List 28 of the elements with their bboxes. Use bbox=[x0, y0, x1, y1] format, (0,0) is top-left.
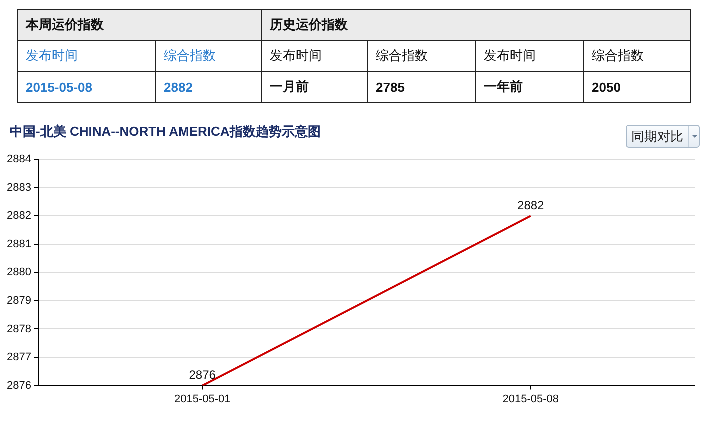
text: 发布时间 bbox=[18, 40, 156, 72]
chart-title: 中国-北美 CHINA--NORTH AMERICA指数趋势示意图 bbox=[10, 123, 321, 141]
text: 发布时间 bbox=[476, 40, 584, 72]
y-tick-label: 2880 bbox=[6, 266, 32, 279]
y-tick-label: 2884 bbox=[6, 154, 32, 166]
text: 综合指数 bbox=[584, 40, 690, 72]
x-tick-label: 2015-05-01 bbox=[174, 393, 231, 406]
text: 一月前 bbox=[262, 72, 368, 102]
y-tick-label: 2883 bbox=[6, 182, 32, 194]
text: 综合指数 bbox=[156, 40, 262, 72]
y-tick-label: 2879 bbox=[6, 295, 32, 308]
text: 一年前 bbox=[476, 72, 584, 102]
text: 本周运价指数 bbox=[18, 10, 262, 40]
y-tick-label: 2882 bbox=[6, 210, 32, 222]
text: 发布时间 bbox=[262, 40, 368, 72]
y-tick-label: 2881 bbox=[6, 238, 32, 250]
text: 2785 bbox=[368, 72, 476, 102]
text: 2882 bbox=[156, 72, 262, 102]
data-label: 2882 bbox=[518, 198, 545, 212]
y-tick-label: 2877 bbox=[6, 352, 32, 364]
data-label: 2876 bbox=[189, 368, 216, 382]
text: 2050 bbox=[584, 72, 690, 102]
dropdown-button: 同期对比 bbox=[626, 125, 700, 148]
y-tick-label: 2876 bbox=[6, 380, 32, 392]
text: 2015-05-08 bbox=[18, 72, 156, 102]
y-tick-label: 2878 bbox=[6, 323, 32, 336]
text: 综合指数 bbox=[368, 40, 476, 72]
text: 历史运价指数 bbox=[262, 10, 690, 40]
